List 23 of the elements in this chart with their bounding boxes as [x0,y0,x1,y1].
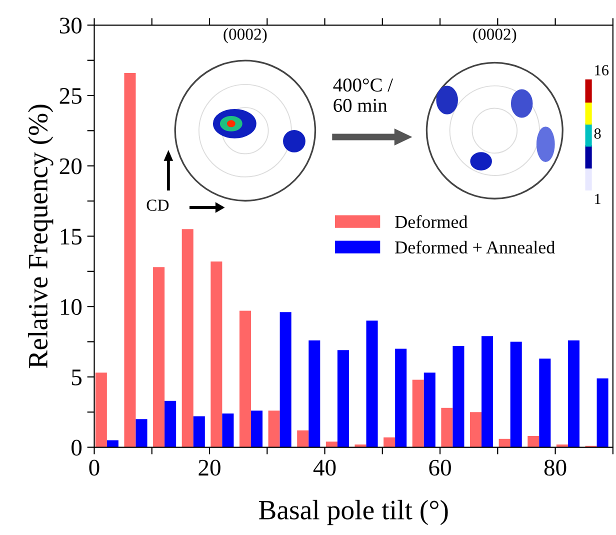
x-axis-title: Basal pole tilt (°) [258,500,448,526]
x-tick-label: 20 [198,460,220,476]
y-tick-label: 15 [60,228,82,245]
annotation: (0002) [473,28,516,44]
annotation: 400°C / 60 min [333,78,394,112]
y-tick-label: 5 [72,370,82,386]
annotation: (0002) [224,28,267,44]
x-tick-label: 80 [544,460,566,476]
x-tick-label: 0 [89,460,100,476]
legend-label: Deformed + Annealed [395,240,555,254]
y-tick-label: 25 [60,88,82,104]
y-axis-title: Relative Frequency (%) [28,104,54,368]
x-tick-label: 60 [429,460,451,476]
annotation: CD [146,200,169,211]
y-tick-label: 0 [72,440,82,456]
annotation: 1 [595,194,600,204]
annotation: 8 [594,128,601,139]
annotation: 16 [595,65,609,76]
legend-label: Deformed [395,215,468,228]
y-tick-label: 10 [60,299,82,315]
x-tick-label: 40 [313,460,336,476]
y-tick-label: 30 [60,18,82,34]
y-tick-label: 20 [60,158,82,174]
